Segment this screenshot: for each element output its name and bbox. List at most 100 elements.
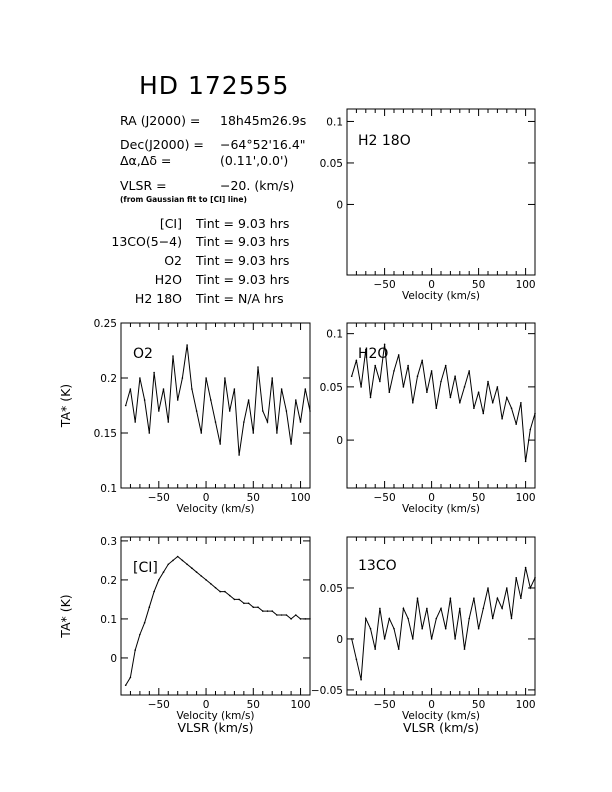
spectrum-point <box>195 571 198 573</box>
spectrum-point <box>534 577 536 579</box>
x-tick-label: −50 <box>148 699 170 711</box>
x-tick-label: 50 <box>472 699 485 711</box>
x-tick-label: 50 <box>247 492 260 504</box>
x-axis-label: Velocity (km/s) <box>402 503 480 515</box>
y-tick-label: 0.2 <box>100 575 117 587</box>
spectrum-point <box>139 633 141 636</box>
spectrum-point <box>524 460 527 463</box>
panel-ci: −50 0 50 100 0 0.1 0.2 0.3 Velocity (km/s)VLSR (… <box>58 536 311 735</box>
tint-value-h218o: Tint = N/A hrs <box>195 291 284 306</box>
spectrum-point <box>383 343 386 346</box>
y-tick-label: 0.05 <box>320 158 343 170</box>
y-axis-label: TA* (K) <box>58 384 73 428</box>
spectrum-point <box>449 396 452 399</box>
spectrum-point <box>487 587 489 589</box>
spectrum-point <box>496 386 499 388</box>
y-tick-label: 0.25 <box>94 318 117 330</box>
spectrum-point <box>181 559 184 562</box>
spectrum-point <box>459 607 461 610</box>
spectrum-point <box>290 443 292 445</box>
tint-value-13co: Tint = 9.03 hrs <box>195 234 289 249</box>
spectrum-point <box>374 648 377 650</box>
spectrum-point <box>285 614 288 616</box>
spectrum-point <box>224 377 226 379</box>
spectrum-point <box>407 364 409 367</box>
spectrum-point <box>266 610 269 612</box>
spectrum-point <box>397 354 400 356</box>
spectrum-point <box>219 590 221 593</box>
spectrum-point <box>228 594 231 597</box>
spectrum-point <box>529 428 532 431</box>
spectrum-point <box>299 618 302 620</box>
panel-label-h218o: H2 18O <box>358 133 411 149</box>
spectrum-point <box>491 617 494 620</box>
tint-value-o2: Tint = 9.03 hrs <box>195 253 289 268</box>
y-tick-label: 0.15 <box>94 428 117 440</box>
spectrum-point <box>388 391 391 394</box>
spectrum-point <box>440 380 442 383</box>
spectrum-point <box>463 648 466 650</box>
y-tick-label: 0 <box>336 634 343 646</box>
spectrum-point <box>501 607 503 610</box>
x-axis-label-vlsr: VLSR (km/s) <box>403 720 479 735</box>
spectrum-point <box>257 606 259 608</box>
y-tick-label: 0.05 <box>320 382 343 394</box>
spectrum-point <box>369 627 372 630</box>
spectrum-point <box>440 607 442 610</box>
tint-line-h218o: H2 18O <box>135 291 182 306</box>
panel-co13: −50 0 50 100 −0.05 0 0.05 Velocity (km/s)VLSR (… <box>311 536 536 735</box>
spectrum-point <box>143 399 146 401</box>
spectrum-point <box>379 380 381 383</box>
spectrum-point <box>186 344 188 346</box>
spectrum-point <box>309 410 311 412</box>
y-tick-label: 0 <box>110 653 117 665</box>
integration-times: [CI] Tint = 9.03 hrs 13CO(5−4) Tint = 9.… <box>111 216 289 306</box>
vlsr-note: (from Gaussian fit to [CI] line) <box>120 195 247 204</box>
spectrum-point <box>350 638 353 640</box>
spectrum-point <box>224 590 226 593</box>
spectrum-point <box>167 563 170 566</box>
spectrum-point <box>365 348 367 351</box>
x-tick-label: 0 <box>203 699 210 711</box>
y-tick-label: 0.2 <box>100 373 117 385</box>
tint-value-h2o: Tint = 9.03 hrs <box>195 272 289 287</box>
spectrum-point <box>468 370 471 372</box>
spectrum-point <box>257 366 259 368</box>
spectrum-point <box>304 388 307 390</box>
spectrum-point <box>449 597 452 599</box>
panel-label-o2: O2 <box>133 346 153 362</box>
y-tick-label: 0.1 <box>100 483 117 495</box>
x-tick-label: 0 <box>428 279 435 291</box>
y-tick-label: 0.05 <box>320 583 343 595</box>
spectrum-point <box>454 638 456 640</box>
spectrum-point <box>426 607 428 610</box>
spectrum-point <box>276 432 278 434</box>
spectrum-point <box>186 563 188 566</box>
spectrum-point <box>205 579 207 581</box>
spectrum-point <box>276 614 278 616</box>
spectrum-point <box>520 402 522 404</box>
spectrum-point <box>304 618 307 620</box>
offset-label: Δα,Δδ = <box>120 153 171 168</box>
spectrum-point <box>435 617 438 620</box>
y-tick-label: 0.1 <box>326 329 343 341</box>
spectrum-point <box>397 648 400 650</box>
spectrum-point <box>309 618 311 620</box>
spectrum-point <box>210 583 212 585</box>
spectrum-point <box>243 602 245 605</box>
x-tick-label: 0 <box>428 699 435 711</box>
spectrum-point <box>510 407 513 410</box>
spectrum-point <box>247 602 250 605</box>
ra-label: RA (J2000) = <box>120 113 200 128</box>
tint-line-ci: [CI] <box>160 216 182 231</box>
spectrum-point <box>200 432 203 434</box>
x-tick-label: −50 <box>148 492 170 504</box>
spectrum-point <box>290 618 292 620</box>
spectrum-point <box>271 610 274 612</box>
spectrum-point <box>148 606 151 608</box>
spectrum-line-co13 <box>351 567 536 680</box>
spectrum-point <box>369 396 372 399</box>
spectrum-point <box>238 598 240 601</box>
